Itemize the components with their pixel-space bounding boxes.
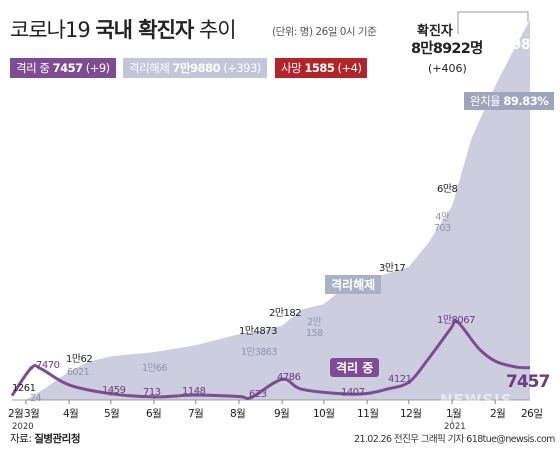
released-badge: 격리해제 7만9880 (+393) (123, 58, 267, 78)
deaths-badge-value: 1585 (304, 61, 335, 75)
released-value-label: 6021 (67, 367, 90, 378)
released-value-label: 1만66 (142, 363, 167, 374)
deaths-badge: 사망 1585 (+4) (275, 58, 368, 78)
recovery-value: 89.83% (503, 94, 549, 108)
x-tick-label: 9월 (274, 408, 290, 420)
watermark: NEWSIS (440, 391, 513, 409)
x-tick-label: 11월 (357, 408, 379, 420)
isolation-value-label: 1148 (182, 386, 206, 397)
x-tick-label: 12월 (400, 408, 422, 420)
x-tick-label: 10월 (313, 408, 335, 420)
unit-note: (단위: 명) 26일 0시 기준 (272, 26, 377, 38)
x-tick-label: 26일 (521, 408, 543, 420)
released-badge-delta: (+393) (223, 61, 261, 75)
title-part-1: 코로나19 (10, 18, 96, 42)
isolation-value-label: 1407 (341, 387, 365, 398)
total-bracket (457, 11, 529, 34)
title-bold: 국내 확진자 (95, 18, 194, 42)
isolation-badge-label: 격리 중 (16, 61, 50, 75)
isolation-value-label: 4121 (388, 374, 412, 385)
credit: 21.02.26 전진우 그래픽 기자 618tue@newsis.com (354, 434, 555, 445)
isolation-point (152, 395, 156, 399)
x-tick-label: 2월 (8, 408, 24, 420)
isolation-point (249, 395, 254, 400)
x-tick-label: 7월 (188, 408, 204, 420)
isolation-line-tag: 격리 중 (330, 358, 380, 377)
released-value-label: 1만3863 (241, 347, 277, 358)
total-value: 8만8922명 (411, 41, 483, 57)
cumulative-label: 1만62 (66, 354, 93, 365)
x-tick-label: 3월 (24, 408, 40, 420)
x-tick-label: 4월 (63, 408, 79, 420)
isolation-value-label: 713 (143, 387, 161, 398)
x-tick-label: 8월 (230, 408, 246, 420)
year-label: 2020 (12, 422, 34, 432)
x-tick-label: 5월 (104, 408, 120, 420)
recovery-label: 완치율 (470, 94, 501, 108)
deaths-badge-delta: (+4) (337, 61, 362, 75)
isolation-value-label: 623 (249, 389, 267, 400)
total-delta: (+406) (428, 62, 467, 75)
title-part-2: 추이 (193, 18, 237, 42)
source: 자료: 질병관리청 (10, 431, 81, 446)
isolation-value-label: 7470 (36, 360, 60, 371)
cumulative-label: 6만8 (437, 184, 458, 195)
released-top-value: 7만9880 (490, 37, 549, 53)
total-label: 확진자 (417, 24, 453, 39)
x-tick-label: 2월 (490, 408, 506, 420)
cumulative-label: 1만4873 (239, 326, 278, 337)
deaths-badge-label: 사망 (281, 61, 302, 75)
released-area (12, 20, 530, 400)
cumulative-label: 1261 (12, 383, 36, 394)
isolation-point (407, 380, 411, 385)
isolation-point (109, 391, 113, 396)
isolation-badge-delta: (+9) (85, 61, 110, 75)
year-label: 2021 (444, 422, 466, 432)
isolation-point (455, 320, 460, 324)
released-area-tag: 격리해제 (325, 275, 382, 294)
isolation-point (341, 392, 346, 396)
recovery-rate: 완치율 89.83% (464, 92, 555, 110)
released-value-label: 4만 703 (434, 212, 451, 234)
x-tick-label: 6월 (146, 408, 162, 420)
isolation-value-label: 1459 (102, 385, 126, 396)
source-label: 자료: (10, 433, 35, 445)
x-tick-label: 1월 (446, 408, 462, 420)
isolation-point (29, 366, 34, 370)
released-badge-label: 격리해제 (129, 61, 170, 75)
source-name: 질병관리청 (34, 433, 81, 445)
released-value-label: 24 (30, 393, 42, 404)
isolation-value-label: 4786 (277, 372, 301, 383)
released-value-label: 2만 158 (306, 317, 323, 339)
isolation-line (10, 319, 531, 400)
page-title: 코로나19 국내 확진자 추이 (10, 14, 237, 44)
isolation-point (280, 377, 284, 382)
cumulative-label: 2만182 (269, 308, 302, 319)
isolation-point (194, 393, 198, 397)
released-badge-value: 7만9880 (172, 61, 221, 75)
isolation-badge-value: 7457 (52, 61, 84, 75)
isolation-value-label: 1만8067 (437, 315, 476, 326)
isolation-badge: 격리 중 7457 (+9) (10, 58, 116, 78)
isolation-last-value: 7457 (506, 372, 550, 392)
cumulative-label: 3만17 (379, 263, 406, 274)
